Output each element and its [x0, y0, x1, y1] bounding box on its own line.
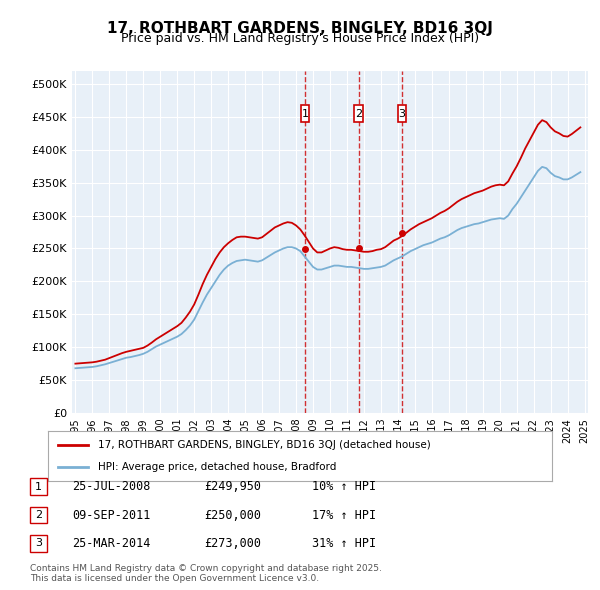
Text: 2: 2 [35, 510, 42, 520]
Text: 31% ↑ HPI: 31% ↑ HPI [312, 537, 376, 550]
Text: Price paid vs. HM Land Registry's House Price Index (HPI): Price paid vs. HM Land Registry's House … [121, 32, 479, 45]
Text: 09-SEP-2011: 09-SEP-2011 [72, 509, 151, 522]
Text: 1: 1 [35, 482, 42, 491]
Text: Contains HM Land Registry data © Crown copyright and database right 2025.
This d: Contains HM Land Registry data © Crown c… [30, 563, 382, 583]
Text: £249,950: £249,950 [204, 480, 261, 493]
Text: 25-MAR-2014: 25-MAR-2014 [72, 537, 151, 550]
Text: HPI: Average price, detached house, Bradford: HPI: Average price, detached house, Brad… [98, 462, 337, 472]
FancyBboxPatch shape [398, 105, 406, 122]
Text: 17% ↑ HPI: 17% ↑ HPI [312, 509, 376, 522]
Text: 1: 1 [302, 109, 309, 119]
Text: 10% ↑ HPI: 10% ↑ HPI [312, 480, 376, 493]
Text: 3: 3 [35, 539, 42, 548]
Text: 17, ROTHBART GARDENS, BINGLEY, BD16 3QJ (detached house): 17, ROTHBART GARDENS, BINGLEY, BD16 3QJ … [98, 440, 431, 450]
Text: 17, ROTHBART GARDENS, BINGLEY, BD16 3QJ: 17, ROTHBART GARDENS, BINGLEY, BD16 3QJ [107, 21, 493, 35]
Text: £273,000: £273,000 [204, 537, 261, 550]
FancyBboxPatch shape [355, 105, 363, 122]
Text: 3: 3 [398, 109, 406, 119]
Text: 2: 2 [355, 109, 362, 119]
FancyBboxPatch shape [301, 105, 310, 122]
Text: £250,000: £250,000 [204, 509, 261, 522]
Text: 25-JUL-2008: 25-JUL-2008 [72, 480, 151, 493]
